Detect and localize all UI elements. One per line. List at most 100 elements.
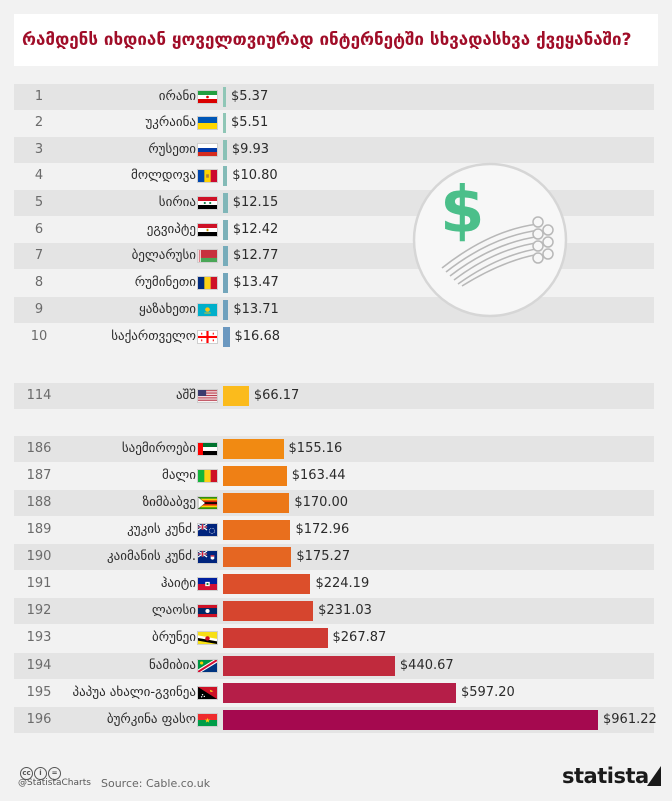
rank-label: 192: [26, 603, 52, 618]
country-label: აშშ: [175, 388, 196, 403]
rank-label: 114: [26, 388, 52, 403]
bar: [223, 601, 314, 621]
rank-label: 187: [26, 468, 52, 483]
rank-label: 196: [26, 712, 52, 727]
value-label: $13.71: [233, 302, 279, 317]
license-icons: cc i =: [20, 760, 62, 780]
burkina-flag-icon: [197, 713, 218, 727]
bar: [223, 683, 456, 703]
country-label: კაიმანის კუნძ.: [107, 549, 196, 564]
bar: [223, 87, 226, 107]
statista-logo: statista: [562, 764, 649, 788]
country-label: ეგვიპტე: [146, 222, 196, 237]
value-label: $231.03: [318, 603, 372, 618]
bar: [223, 140, 227, 160]
rank-label: 10: [30, 329, 48, 344]
bar: [223, 574, 311, 594]
value-label: $267.87: [332, 630, 387, 645]
bar: [223, 628, 328, 648]
rank-label: 8: [34, 275, 44, 290]
table-row: 192 ლაოსი $231.03: [14, 598, 654, 624]
value-label: $5.51: [231, 115, 269, 130]
dollar-cable-icon: $: [410, 160, 570, 320]
uae-flag-icon: [197, 442, 218, 456]
country-label: რუსეთი: [148, 142, 196, 157]
value-label: $597.20: [460, 685, 515, 700]
table-row: 3 რუსეთი $9.93: [14, 137, 654, 163]
table-row: 188 ზიმბაბვე $170.00: [14, 490, 654, 516]
bar: [223, 220, 228, 240]
bar: [223, 466, 287, 486]
value-label: $5.37: [231, 89, 269, 104]
kazakhstan-flag-icon: [197, 303, 218, 317]
country-label: საემიროები: [121, 441, 196, 456]
country-label: ნამიბია: [149, 658, 196, 673]
value-label: $10.80: [232, 168, 278, 183]
rank-label: 4: [34, 168, 44, 183]
value-label: $224.19: [315, 576, 370, 591]
table-row: 194 ნამიბია $440.67: [14, 653, 654, 679]
rank-label: 5: [34, 195, 44, 210]
rank-label: 6: [34, 222, 44, 237]
syria-flag-icon: [197, 196, 218, 210]
table-row: 2 უკრაინა $5.51: [14, 110, 654, 136]
country-label: უკრაინა: [145, 115, 197, 130]
country-label: მალი: [162, 468, 196, 483]
value-label: $9.93: [231, 142, 270, 157]
bar: [223, 113, 226, 133]
table-row: 196 ბურკინა ფასო $961.22: [14, 707, 657, 733]
table-row: 193 ბრუნეი $267.87: [14, 625, 654, 651]
value-label: $66.17: [253, 388, 300, 403]
table-row: 114 აშშ $66.17: [14, 383, 654, 409]
country-label: ბრუნეი: [152, 630, 196, 645]
country-label: სირია: [158, 195, 196, 210]
country-label: მოლდოვა: [131, 168, 196, 183]
bar: [223, 386, 249, 406]
iran-flag-icon: [197, 90, 218, 104]
table-row: 186 საემიროები $155.16: [14, 436, 654, 462]
value-label: $175.27: [296, 549, 351, 564]
table-row: 189 კუკის კუნძ. $172.96: [14, 517, 654, 543]
rank-label: 189: [26, 522, 52, 537]
bar: [223, 246, 228, 266]
usa-flag-icon: [197, 389, 218, 403]
bar: [223, 710, 598, 730]
rank-label: 195: [26, 685, 52, 700]
png-flag-icon: [197, 686, 218, 700]
rank-label: 2: [34, 115, 44, 130]
value-label: $13.47: [233, 275, 279, 290]
cook-flag-icon: [197, 523, 218, 537]
table-row: 6 ეგვიპტე $12.42: [14, 217, 654, 243]
value-label: $440.67: [399, 658, 454, 673]
statista-mark-icon: [647, 766, 661, 786]
country-label: ყაზახეთი: [139, 302, 196, 317]
table-row: 10 საქართველო $16.68: [14, 324, 654, 350]
nd-icon: =: [48, 767, 61, 780]
value-label: $16.68: [234, 329, 281, 344]
value-label: $12.77: [232, 248, 279, 263]
country-label: პაპუა ახალი-გვინეა: [72, 685, 196, 700]
country-label: ბურკინა ფასო: [106, 712, 196, 727]
zimbabwe-flag-icon: [197, 496, 218, 510]
title-panel: [14, 14, 658, 66]
chart-title: რამდენს იხდიან ყოველთვიურად ინტერნეტში ს…: [22, 30, 632, 50]
bar: [223, 166, 228, 186]
bar: [223, 547, 292, 567]
namibia-flag-icon: [197, 659, 218, 673]
table-row: 1 ირანი $5.37: [14, 84, 654, 110]
table-row: 195 პაპუა ახალი-გვინეა $597.20: [14, 680, 654, 706]
haiti-flag-icon: [197, 577, 218, 591]
svg-text:$: $: [440, 174, 485, 248]
bar: [223, 193, 228, 213]
brunei-flag-icon: [197, 631, 218, 645]
statista-handle: @StatistaCharts: [18, 778, 91, 788]
egypt-flag-icon: [197, 223, 218, 237]
bar: [223, 327, 230, 347]
country-label: კუკის კუნძ.: [127, 522, 196, 537]
cc-icon: cc: [20, 767, 33, 780]
value-label: $170.00: [294, 495, 349, 510]
belarus-flag-icon: [197, 249, 218, 263]
bar: [223, 520, 291, 540]
bar: [223, 493, 290, 513]
georgia-flag-icon: [197, 330, 218, 344]
